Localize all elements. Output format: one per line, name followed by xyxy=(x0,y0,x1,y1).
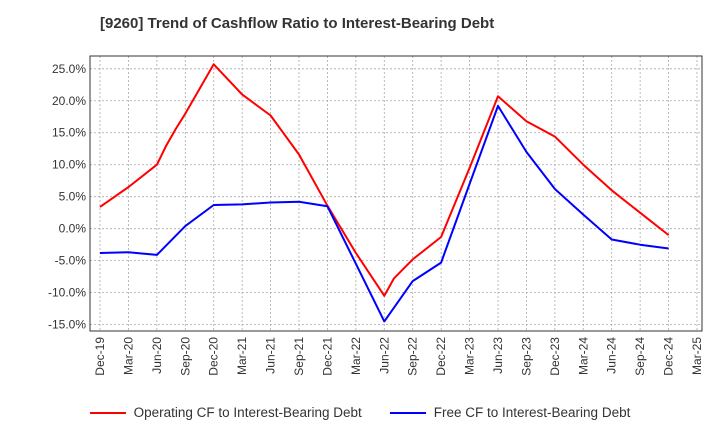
x-tick-label: Sep-21 xyxy=(292,337,306,376)
y-tick-label: 10.0% xyxy=(52,158,86,172)
x-tick-label: Mar-22 xyxy=(349,337,363,375)
x-tick-label: Jun-22 xyxy=(377,337,391,374)
horizontal-grid xyxy=(90,68,702,326)
x-tick-label: Sep-20 xyxy=(178,337,192,376)
y-tick-label: 0.0% xyxy=(59,222,87,236)
legend-swatch-red xyxy=(89,411,126,414)
y-axis-labels: -15.0% -10.0% -5.0% 0.0% 5.0% 10.0% 15.0% 20.0%… xyxy=(48,62,86,332)
legend: Operating CF to Interest-Bearing Debt Fr… xyxy=(0,405,720,420)
x-tick-label: Jun-21 xyxy=(264,337,278,374)
x-tick-label: Dec-19 xyxy=(93,337,107,376)
x-tick-label: Dec-21 xyxy=(320,337,334,376)
x-tick-label: Dec-23 xyxy=(548,337,562,376)
x-tick-label: Mar-24 xyxy=(576,337,590,375)
plot-area xyxy=(90,56,702,331)
x-tick-label: Sep-23 xyxy=(519,337,533,376)
x-tick-label: Jun-23 xyxy=(491,337,505,374)
x-tick-label: Jun-20 xyxy=(150,337,164,374)
x-tick-label: Mar-23 xyxy=(463,337,477,375)
x-tick-label: Jun-24 xyxy=(605,337,619,374)
legend-label-operating-cf: Operating CF to Interest-Bearing Debt xyxy=(133,405,362,420)
x-tick-label: Dec-20 xyxy=(207,337,221,376)
x-tick-label: Mar-21 xyxy=(235,337,249,375)
y-tick-label: -5.0% xyxy=(55,254,87,268)
legend-label-free-cf: Free CF to Interest-Bearing Debt xyxy=(433,405,631,420)
series-line-1 xyxy=(99,104,669,323)
series-lines xyxy=(99,63,670,323)
y-tick-label: 20.0% xyxy=(52,94,86,108)
y-tick-label: -10.0% xyxy=(48,286,86,300)
legend-item-free-cf: Free CF to Interest-Bearing Debt xyxy=(389,405,631,420)
x-tick-label: Dec-24 xyxy=(662,337,676,376)
y-tick-label: 15.0% xyxy=(52,126,86,140)
x-tick-label: Sep-22 xyxy=(406,337,420,376)
series-line-0 xyxy=(99,63,670,297)
y-tick-label: -15.0% xyxy=(48,318,86,332)
y-tick-label: 5.0% xyxy=(59,190,87,204)
x-tick-label: Sep-24 xyxy=(633,337,647,376)
x-axis-labels: Dec-19 Mar-20 Jun-20 Sep-20 Dec-20 Mar-21 Jun-… xyxy=(93,337,704,376)
y-tick-label: 25.0% xyxy=(52,62,86,76)
vertical-grid xyxy=(99,56,698,331)
x-tick-label: Mar-25 xyxy=(690,337,704,375)
chart-title: [9260] Trend of Cashflow Ratio to Intere… xyxy=(100,15,495,32)
x-tick-label: Mar-20 xyxy=(121,337,135,375)
legend-item-operating-cf: Operating CF to Interest-Bearing Debt xyxy=(89,405,362,420)
plot-border xyxy=(89,55,703,332)
x-tick-label: Dec-22 xyxy=(434,337,448,376)
legend-swatch-blue xyxy=(389,411,426,414)
